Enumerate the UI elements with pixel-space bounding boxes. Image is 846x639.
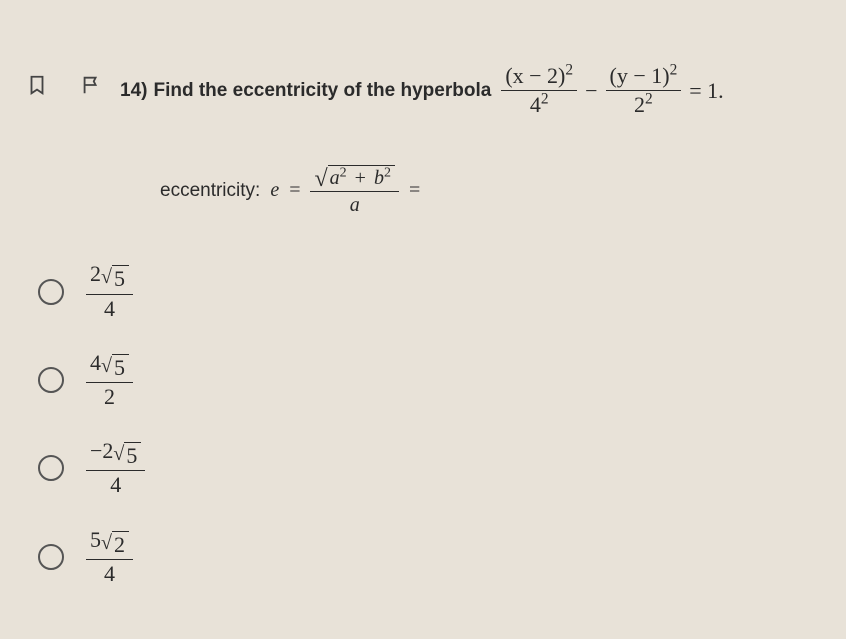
sqrt-b: b — [374, 167, 384, 189]
option-b[interactable]: 4√5 2 — [38, 351, 826, 409]
opt-c-coef: 2 — [102, 438, 113, 463]
opt-d-rad: 2 — [112, 531, 129, 557]
opt-d-coef: 5 — [90, 527, 101, 552]
opt-b-rad: 5 — [112, 354, 129, 380]
opt-a-coef: 2 — [90, 261, 101, 286]
eq-tail: = 1. — [689, 78, 723, 104]
opt-b-coef: 4 — [90, 350, 101, 375]
option-d[interactable]: 5√2 4 — [38, 528, 826, 586]
option-a[interactable]: 2√5 4 — [38, 262, 826, 320]
opt-c-neg: − — [90, 438, 102, 463]
radio-icon[interactable] — [38, 367, 64, 393]
option-c[interactable]: −2√5 4 — [38, 439, 826, 497]
formula-fraction: √ a2 + b2 a — [310, 165, 398, 216]
question-number: 14) — [120, 80, 147, 102]
sqrt-a: a — [330, 167, 340, 189]
opt-b-den: 2 — [100, 383, 119, 409]
sqrt-a-exp: 2 — [340, 166, 347, 181]
question-header: 14) Find the eccentricity of the hyperbo… — [26, 40, 826, 117]
option-a-math: 2√5 4 — [86, 262, 133, 320]
option-b-math: 4√5 2 — [86, 351, 133, 409]
opt-a-rad: 5 — [112, 265, 129, 291]
radio-icon[interactable] — [38, 279, 64, 305]
formula-eq2: = — [409, 179, 420, 202]
radio-icon[interactable] — [38, 455, 64, 481]
flag-icon[interactable] — [80, 74, 102, 96]
option-c-math: −2√5 4 — [86, 439, 145, 497]
equation: (x − 2)2 42 − (y − 1)2 22 = 1. — [501, 64, 723, 117]
question-prompt: Find the eccentricity of the hyperbola — [153, 80, 491, 102]
eq-frac2-num: (y − 1) — [610, 63, 670, 88]
formula-var: e — [270, 179, 279, 202]
eq-frac1-num: (x − 2) — [505, 63, 565, 88]
question-text: 14) Find the eccentricity of the hyperbo… — [120, 64, 724, 117]
opt-c-rad: 5 — [124, 442, 141, 468]
opt-d-den: 4 — [100, 560, 119, 586]
formula: eccentricity: e = √ a2 + b2 a = — [160, 165, 826, 216]
opt-c-den: 4 — [106, 471, 125, 497]
formula-label: eccentricity: — [160, 180, 260, 202]
sqrt-plus: + — [355, 167, 366, 189]
answer-options: 2√5 4 4√5 2 −2√5 4 — [38, 262, 826, 586]
eq-frac1-den-exp: 2 — [541, 91, 549, 108]
eq-frac1-num-exp: 2 — [565, 62, 573, 79]
option-d-math: 5√2 4 — [86, 528, 133, 586]
radio-icon[interactable] — [38, 544, 64, 570]
formula-eq1: = — [289, 179, 300, 202]
eq-frac2-den-base: 2 — [634, 92, 645, 117]
eq-minus: − — [585, 78, 597, 104]
eq-frac2-den-exp: 2 — [645, 91, 653, 108]
bookmark-icon[interactable] — [26, 74, 48, 96]
formula-denom: a — [346, 192, 364, 216]
eq-frac1-den-base: 4 — [530, 92, 541, 117]
sqrt-b-exp: 2 — [384, 166, 391, 181]
eq-frac2-num-exp: 2 — [670, 62, 678, 79]
opt-a-den: 4 — [100, 295, 119, 321]
